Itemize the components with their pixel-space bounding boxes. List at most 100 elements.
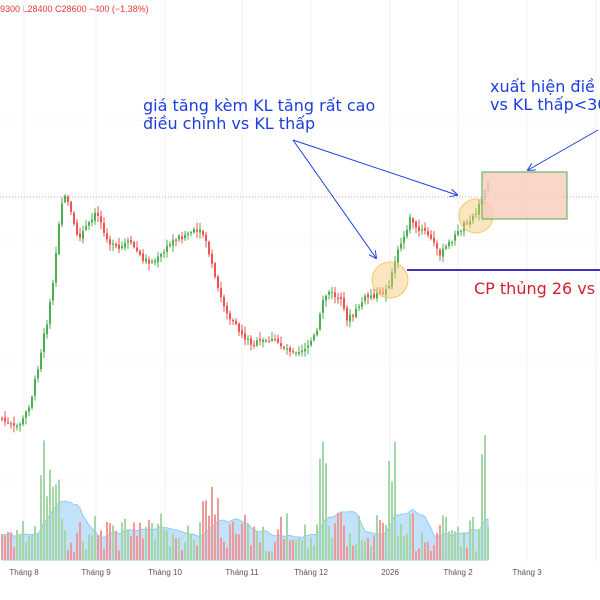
volume-bar xyxy=(145,526,147,560)
candle-body xyxy=(478,203,480,215)
candle-body xyxy=(160,254,162,257)
volume-bar xyxy=(58,479,60,560)
volume-bar xyxy=(205,500,207,560)
volume-bar xyxy=(28,535,30,560)
volume-bar xyxy=(247,524,249,560)
candle-body xyxy=(388,285,390,289)
volume-bar xyxy=(289,540,291,560)
candle-body xyxy=(169,244,171,247)
volume-bars xyxy=(1,435,489,560)
candle-body xyxy=(103,223,105,234)
candle-body xyxy=(232,319,234,322)
annotation-top-line2: vs KL thấp<30 xyxy=(490,95,600,114)
volume-bar xyxy=(421,532,423,560)
candle-body xyxy=(316,330,318,335)
candle-body xyxy=(352,315,354,317)
candle-body xyxy=(166,245,168,253)
volume-bar xyxy=(319,458,321,560)
candle-body xyxy=(292,351,294,353)
candle-body xyxy=(172,239,174,246)
volume-bar xyxy=(451,530,453,560)
candle-body xyxy=(457,231,459,235)
candle-body xyxy=(118,244,120,249)
volume-bar xyxy=(154,539,156,560)
x-tick-label: Tháng 9 xyxy=(81,568,111,577)
volume-bar xyxy=(286,513,288,560)
volume-bar xyxy=(343,525,345,560)
volume-bar xyxy=(364,541,366,560)
candle-body xyxy=(46,324,48,335)
candle-body xyxy=(364,295,366,302)
candle-body xyxy=(469,221,471,225)
candle-body xyxy=(463,222,465,232)
volume-bar xyxy=(244,514,246,560)
candle-body xyxy=(106,233,108,240)
candle-body xyxy=(91,219,93,223)
candle-body xyxy=(10,423,12,425)
volume-bar xyxy=(61,518,63,560)
x-axis: Tháng 8 Tháng 9 Tháng 10 Tháng 11 Tháng 12 20… xyxy=(9,568,542,577)
candle-body xyxy=(244,333,246,340)
volume-bar xyxy=(106,521,108,560)
volume-bar xyxy=(22,521,24,560)
volume-bar xyxy=(304,524,306,560)
candle-body xyxy=(325,296,327,301)
candle-body xyxy=(229,313,231,320)
candle-body xyxy=(127,240,129,243)
volume-bar xyxy=(229,524,231,560)
volume-bar xyxy=(358,515,360,560)
volume-bar xyxy=(295,539,297,560)
candle-body xyxy=(322,300,324,313)
volume-bar xyxy=(67,549,69,560)
volume-bar xyxy=(352,545,354,560)
volume-bar xyxy=(19,534,21,560)
volume-bar xyxy=(130,535,132,560)
candle-body xyxy=(283,346,285,349)
volume-bar xyxy=(250,545,252,560)
volume-bar xyxy=(379,519,381,560)
candle-body xyxy=(52,282,54,301)
volume-bar xyxy=(241,523,243,560)
candle-body xyxy=(466,223,468,225)
volume-bar xyxy=(97,535,99,560)
candle-body xyxy=(112,243,114,245)
volume-bar xyxy=(409,514,411,560)
candle-body xyxy=(289,347,291,352)
grid-lines xyxy=(0,0,600,562)
candle-body xyxy=(148,259,150,264)
candle-body xyxy=(382,292,384,294)
candle-body xyxy=(58,224,60,255)
volume-bar xyxy=(211,487,213,560)
volume-bar xyxy=(415,551,417,560)
volume-bar xyxy=(487,526,489,560)
candle-body xyxy=(256,340,258,346)
ohlc-readout: 9300 L28400 C28600 −400 (−1.38%) xyxy=(0,4,149,14)
candle-body xyxy=(319,314,321,330)
volume-bar xyxy=(202,501,204,560)
candle-body xyxy=(16,425,18,427)
candle-body xyxy=(82,231,84,239)
volume-bar xyxy=(112,525,114,560)
candle-body xyxy=(433,237,435,243)
candle-body xyxy=(280,343,282,347)
candle-body xyxy=(427,231,429,236)
volume-bar xyxy=(475,551,477,560)
volume-bar xyxy=(121,522,123,560)
candle-body xyxy=(190,231,192,234)
candle-body xyxy=(40,352,42,370)
candle-body xyxy=(406,229,408,237)
volume-bar xyxy=(436,532,438,560)
volume-bar xyxy=(55,484,57,560)
candle-body xyxy=(277,338,279,343)
volume-bar xyxy=(46,496,48,560)
candle-body xyxy=(373,294,375,299)
highlight-circle xyxy=(371,261,409,299)
volume-bar xyxy=(367,537,369,560)
candle-body xyxy=(22,418,24,425)
volume-bar xyxy=(427,542,429,560)
candle-body xyxy=(163,252,165,254)
candle-body xyxy=(436,243,438,249)
volume-bar xyxy=(325,463,327,560)
candle-body xyxy=(154,260,156,263)
